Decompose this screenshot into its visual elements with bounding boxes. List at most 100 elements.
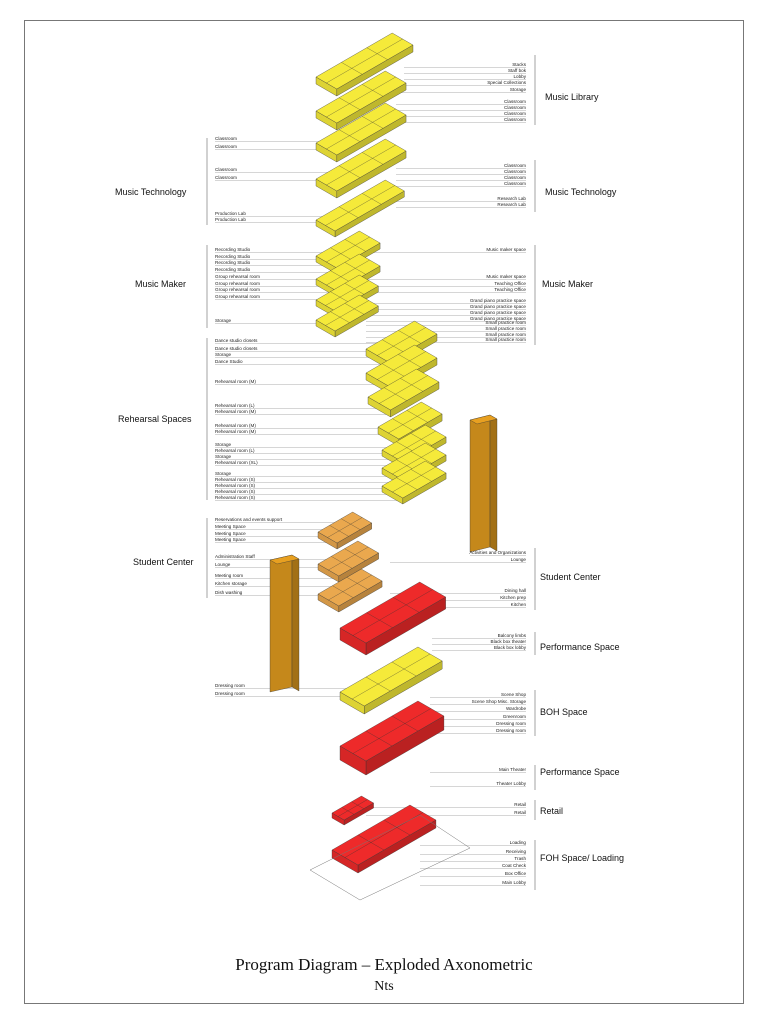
room-label-left: Classroom [215, 144, 237, 149]
room-label-right: Activities and Organizations [469, 550, 526, 555]
block-student-center-2 [317, 540, 379, 583]
section-label: Rehearsal Spaces [118, 414, 192, 424]
section-brackets [206, 55, 536, 890]
room-label-left: Group rehearsal room [215, 294, 260, 299]
block-circulation-tower-left [269, 554, 300, 693]
room-label-right: Classroom [504, 169, 526, 174]
room-label-right: Music maker space [486, 274, 526, 279]
room-label-left: Rehearsal room (S) [215, 483, 256, 488]
block-black-box-theater [339, 581, 446, 656]
drawing-frame [24, 20, 744, 1004]
room-label-right: Receiving [506, 849, 527, 854]
room-label-right: Staff bok [508, 68, 527, 73]
room-label-left: Storage [215, 471, 232, 476]
room-label-right: Grand piano practice space [470, 298, 527, 303]
room-label-right: Classroom [504, 117, 526, 122]
block-rehearsal-7 [381, 460, 447, 505]
room-label-left: Meeting Space [215, 531, 246, 536]
room-label-right: Grand piano practice space [470, 304, 527, 309]
room-label-right: Classroom [504, 105, 526, 110]
block-rehearsal-3 [367, 368, 440, 418]
section-label: Music Maker [542, 279, 593, 289]
section-label: BOH Space [540, 707, 588, 717]
room-label-right: Coat Check [502, 863, 527, 868]
section-label: Retail [540, 806, 563, 816]
room-label-left: Dance studio closets [215, 346, 258, 351]
room-label-left: Dance Studio [215, 359, 243, 364]
room-label-left: Group rehearsal room [215, 287, 260, 292]
room-label-right: Research Lab [497, 196, 526, 201]
block-main-theater [339, 700, 445, 776]
room-label-left: Dance studio closets [215, 338, 258, 343]
room-label-right: Small practice room [485, 337, 526, 342]
room-label-left: Recording Studio [215, 247, 251, 252]
room-label-left: Storage [215, 454, 232, 459]
room-label-left: Dressing room [215, 683, 245, 688]
room-label-right: Stacks [512, 62, 526, 67]
diagram-subtitle: Nts [374, 979, 394, 994]
room-label-right: Grand piano practice space [470, 310, 527, 315]
block-retail [331, 795, 374, 826]
room-label-right: Small practice room [485, 332, 526, 337]
block-boh-space [339, 646, 443, 715]
room-label-left: Rehearsal room (M) [215, 429, 256, 434]
room-label-left: Storage [215, 352, 232, 357]
room-label-left: Production Lab [215, 211, 246, 216]
room-label-left: Group rehearsal room [215, 281, 260, 286]
room-label-left: Lounge [215, 562, 231, 567]
room-label-right: Classroom [504, 111, 526, 116]
room-label-right: Box Office [505, 871, 527, 876]
block-music-technology-1 [315, 102, 407, 163]
room-label-right: Loading [510, 840, 527, 845]
room-label-right: Black box theater [491, 639, 527, 644]
program-blocks [269, 32, 498, 901]
room-label-left: Meeting Space [215, 524, 246, 529]
room-label-right: Teaching Office [494, 281, 526, 286]
room-label-right: Theater Lobby [496, 781, 526, 786]
room-label-right: Grand piano practice space [470, 316, 527, 321]
room-label-right: Scene Shop Misc. Storage [472, 699, 527, 704]
room-label-right: Lobby [513, 74, 526, 79]
room-label-right: Classroom [504, 99, 526, 104]
room-label-left: Storage [215, 442, 232, 447]
room-label-right: Balcony limbs [498, 633, 527, 638]
room-label-right: Classroom [504, 163, 526, 168]
section-label: Performance Space [540, 767, 620, 777]
block-music-library-2 [315, 70, 407, 131]
room-label-left: Production Lab [215, 217, 246, 222]
section-label: Student Center [133, 557, 194, 567]
block-music-technology-3 [315, 179, 405, 238]
room-label-left: Reservations and events support [215, 517, 283, 522]
room-label-right: Special Collections [487, 80, 527, 85]
diagram-title: Program Diagram – Exploded Axonometric [235, 955, 533, 974]
room-label-right: Dressing room [496, 721, 526, 726]
section-labels: Music Library Music Technology Music Techn… [115, 92, 624, 863]
ground-footprint [309, 814, 471, 901]
room-label-right: Classroom [504, 175, 526, 180]
room-label-right: Black box lobby [494, 645, 527, 650]
section-label: Music Maker [135, 279, 186, 289]
room-label-left: Classroom [215, 175, 237, 180]
room-label-left: Dish washing [215, 590, 243, 595]
room-label-left: Storage [215, 318, 232, 323]
room-label-right: Dressing room [496, 728, 526, 733]
room-label-right: Teaching Office [494, 287, 526, 292]
room-label-left: Rehearsal room (M) [215, 423, 256, 428]
section-label: Student Center [540, 572, 601, 582]
room-label-left: Group rehearsal room [215, 274, 260, 279]
room-label-left: Classroom [215, 167, 237, 172]
room-label-left: Rehearsal room (M) [215, 409, 256, 414]
room-label-right: Storage [510, 87, 527, 92]
room-label-right: Wardrobe [506, 706, 526, 711]
block-circulation-tower-right [469, 414, 498, 553]
room-label-left: Meeting room [215, 573, 243, 578]
room-label-right: Lounge [511, 557, 527, 562]
room-label-left: Meeting Space [215, 537, 246, 542]
room-label-right: Kitchen [511, 602, 527, 607]
room-label-right: Retail [514, 802, 526, 807]
section-label: Music Technology [115, 187, 187, 197]
room-label-left: Rehearsal room (XL) [215, 460, 258, 465]
room-label-right: Classroom [504, 181, 526, 186]
room-label-left: Rehearsal room (L) [215, 448, 255, 453]
